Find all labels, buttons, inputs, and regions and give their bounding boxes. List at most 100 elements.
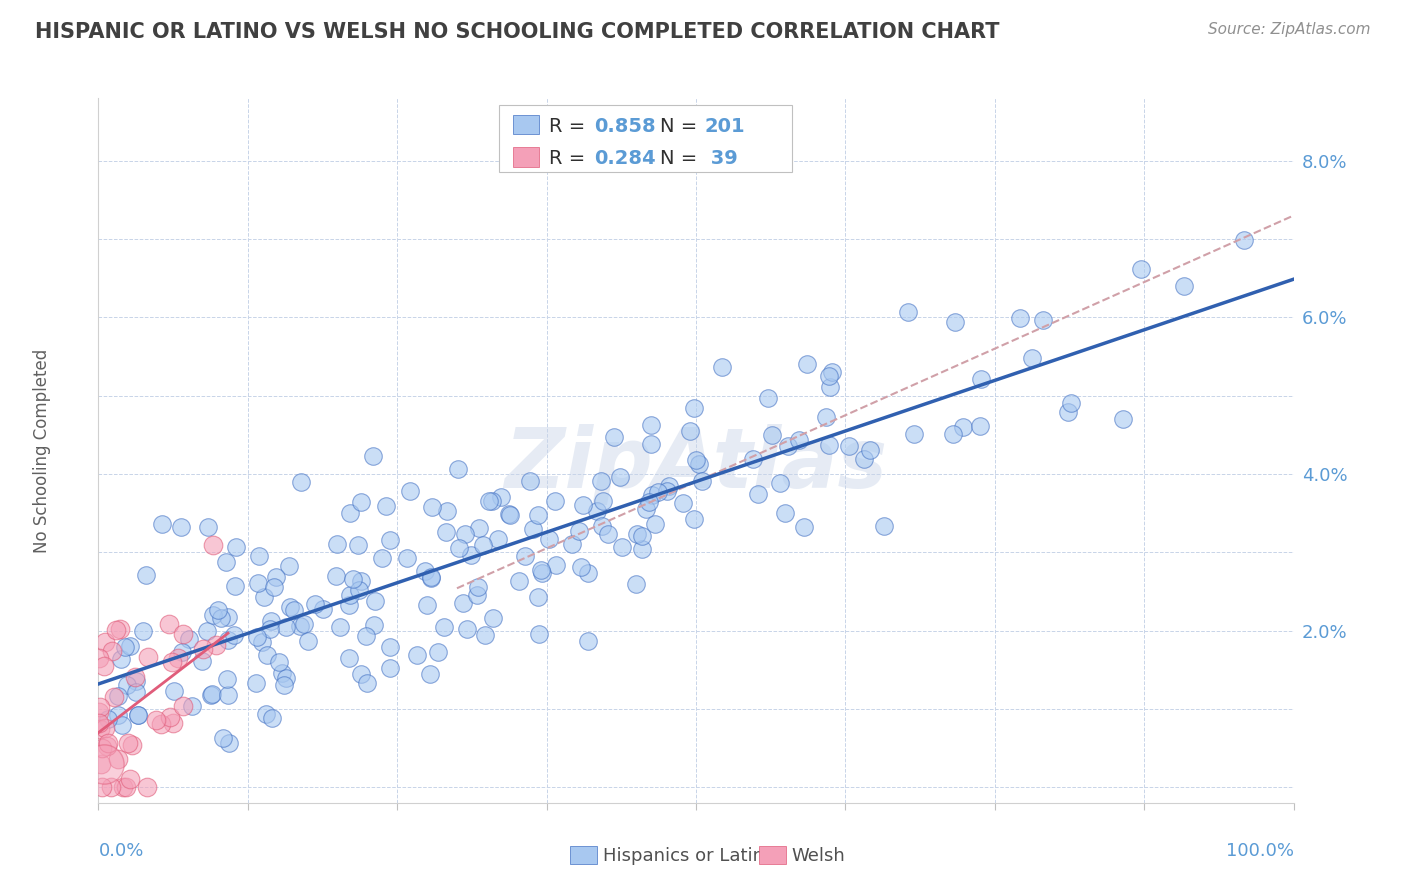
Point <box>159 710 181 724</box>
Point <box>969 418 991 433</box>
Point <box>363 594 385 608</box>
Point <box>815 410 838 425</box>
Point <box>326 537 349 551</box>
Point <box>789 433 811 447</box>
Point <box>89 716 111 731</box>
Point <box>136 649 159 664</box>
Point <box>339 589 361 603</box>
Point <box>94 635 117 649</box>
Point <box>419 667 441 681</box>
Point <box>1173 279 1195 293</box>
Point <box>110 652 132 666</box>
Point <box>561 537 583 551</box>
Point <box>96 736 118 750</box>
Point <box>94 721 117 735</box>
Point <box>349 667 371 681</box>
Point <box>818 369 841 384</box>
Point <box>398 484 420 499</box>
Text: N =: N = <box>661 117 703 136</box>
Point <box>631 541 654 556</box>
Point <box>838 439 860 453</box>
Point <box>692 474 714 488</box>
Point <box>325 569 347 583</box>
Point <box>260 614 283 628</box>
Point <box>672 496 695 510</box>
Point <box>603 430 626 444</box>
Point <box>191 654 214 668</box>
Point <box>395 551 418 566</box>
Point <box>465 587 488 601</box>
Point <box>612 541 634 555</box>
Point <box>347 583 370 598</box>
Text: Welsh: Welsh <box>792 847 845 864</box>
Point <box>468 521 491 535</box>
Point <box>259 623 281 637</box>
Point <box>225 540 247 554</box>
Point <box>132 624 155 638</box>
Point <box>107 689 129 703</box>
Point <box>273 678 295 692</box>
Point <box>657 483 679 498</box>
Point <box>474 628 496 642</box>
Point <box>107 751 129 765</box>
Point <box>942 427 965 442</box>
Point <box>274 672 297 686</box>
Point <box>91 741 114 756</box>
Point <box>283 602 305 616</box>
Point <box>526 590 548 604</box>
Point <box>179 632 201 646</box>
Point <box>796 357 818 371</box>
Point <box>658 478 681 492</box>
Point <box>589 474 612 488</box>
Point <box>115 780 138 794</box>
Point <box>200 688 222 702</box>
Point <box>215 673 238 687</box>
FancyBboxPatch shape <box>759 847 786 864</box>
Text: N =: N = <box>661 149 703 169</box>
Point <box>262 710 284 724</box>
Point <box>350 574 373 589</box>
Point <box>215 555 238 569</box>
Point <box>537 533 560 547</box>
Point <box>121 739 143 753</box>
Point <box>640 437 662 451</box>
Text: R =: R = <box>548 117 592 136</box>
Point <box>544 494 567 508</box>
Point <box>498 508 520 522</box>
Point <box>276 620 298 634</box>
Point <box>626 527 648 541</box>
Point <box>489 491 512 505</box>
Point <box>224 628 246 642</box>
Point <box>245 676 267 690</box>
Point <box>544 558 567 572</box>
Point <box>312 602 335 616</box>
Point <box>89 651 111 665</box>
Point <box>420 570 443 584</box>
Point <box>405 648 427 662</box>
Point <box>454 527 477 541</box>
Point <box>120 639 142 653</box>
Point <box>380 640 402 655</box>
Point <box>1057 405 1080 419</box>
Point <box>96 739 118 753</box>
Point <box>191 642 214 657</box>
Point <box>591 518 613 533</box>
Point <box>630 529 652 543</box>
Point <box>460 548 482 562</box>
Point <box>644 516 666 531</box>
Point <box>97 712 120 726</box>
Point <box>572 499 595 513</box>
Point <box>195 624 218 639</box>
Point <box>104 623 127 637</box>
Point <box>127 707 149 722</box>
Point <box>903 426 925 441</box>
Text: R =: R = <box>548 149 592 169</box>
Point <box>290 475 312 489</box>
Point <box>202 608 225 623</box>
Point <box>471 538 494 552</box>
Point <box>224 579 246 593</box>
Point <box>775 506 797 520</box>
Point <box>252 590 274 604</box>
Point <box>87 706 110 720</box>
Point <box>1032 312 1054 326</box>
